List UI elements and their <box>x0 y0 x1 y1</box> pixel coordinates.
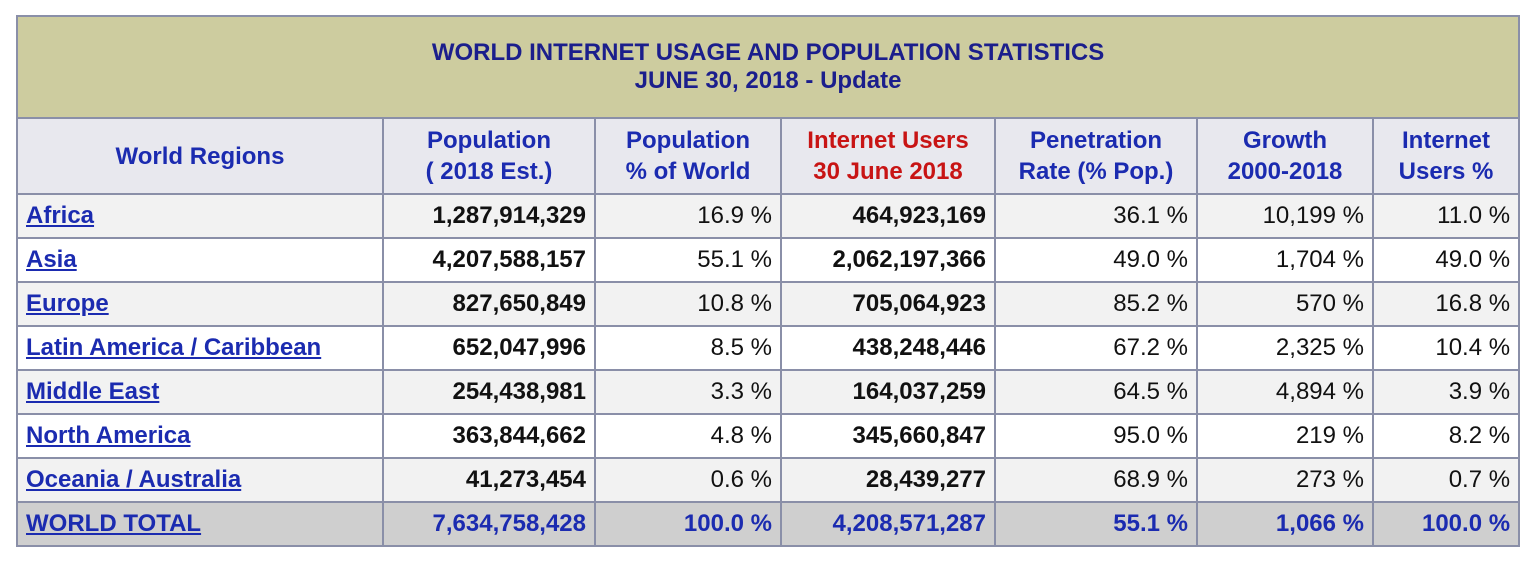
growth-cell: 219 % <box>1196 413 1374 459</box>
internet-stats-table: WORLD INTERNET USAGE AND POPULATION STAT… <box>15 15 1521 547</box>
penetration-cell: 36.1 % <box>994 193 1198 239</box>
pop-pct-cell: 4.8 % <box>594 413 782 459</box>
table-row: Africa 1,287,914,329 16.9 % 464,923,169 36.1… <box>16 193 1521 239</box>
title-line-1: WORLD INTERNET USAGE AND POPULATION STAT… <box>431 39 1105 66</box>
population-cell: 363,844,662 <box>382 413 596 459</box>
region-cell: Latin America / Caribbean <box>16 325 384 371</box>
pop-pct-cell: 3.3 % <box>594 369 782 415</box>
penetration-cell: 95.0 % <box>994 413 1198 459</box>
users-cell: 345,660,847 <box>780 413 996 459</box>
total-pop-pct: 100.0 % <box>594 501 782 547</box>
growth-cell: 1,704 % <box>1196 237 1374 283</box>
growth-cell: 570 % <box>1196 281 1374 327</box>
users-cell: 28,439,277 <box>780 457 996 503</box>
users-pct-cell: 8.2 % <box>1371 413 1521 459</box>
penetration-cell: 85.2 % <box>994 281 1198 327</box>
users-cell: 164,037,259 <box>780 369 996 415</box>
population-cell: 1,287,914,329 <box>382 193 596 239</box>
table-row: North America 363,844,662 4.8 % 345,660,847… <box>16 413 1521 459</box>
title-row: WORLD INTERNET USAGE AND POPULATION STAT… <box>15 15 1521 119</box>
total-growth: 1,066 % <box>1196 501 1374 547</box>
growth-cell: 10,199 % <box>1196 193 1374 239</box>
growth-cell: 4,894 % <box>1196 369 1374 415</box>
table-row: Asia 4,207,588,157 55.1 % 2,062,197,366 49.0… <box>16 237 1521 283</box>
world-total-row: WORLD TOTAL 7,634,758,428 100.0 % 4,208,… <box>16 501 1521 547</box>
region-link[interactable]: North America <box>26 422 191 449</box>
header-growth: Growth 2000-2018 <box>1196 117 1374 195</box>
growth-cell: 273 % <box>1196 457 1374 503</box>
users-cell: 438,248,446 <box>780 325 996 371</box>
world-total-link[interactable]: WORLD TOTAL <box>26 510 202 537</box>
penetration-cell: 68.9 % <box>994 457 1198 503</box>
stats-table-container: WORLD INTERNET USAGE AND POPULATION STAT… <box>15 15 1521 547</box>
pop-pct-cell: 55.1 % <box>594 237 782 283</box>
header-row: World Regions Population( 2018 Est.) Pop… <box>16 117 1521 195</box>
total-population: 7,634,758,428 <box>382 501 596 547</box>
total-users: 4,208,571,287 <box>780 501 996 547</box>
total-region-cell: WORLD TOTAL <box>16 501 384 547</box>
region-cell: Africa <box>16 193 384 239</box>
region-link[interactable]: Africa <box>26 202 95 229</box>
total-penetration: 55.1 % <box>994 501 1198 547</box>
region-cell: Asia <box>16 237 384 283</box>
users-pct-cell: 0.7 % <box>1371 457 1521 503</box>
users-pct-cell: 3.9 % <box>1371 369 1521 415</box>
users-pct-cell: 16.8 % <box>1371 281 1521 327</box>
region-link[interactable]: Latin America / Caribbean <box>26 334 322 361</box>
users-cell: 2,062,197,366 <box>780 237 996 283</box>
region-cell: Europe <box>16 281 384 327</box>
header-population: Population( 2018 Est.) <box>382 117 596 195</box>
users-pct-cell: 11.0 % <box>1371 193 1521 239</box>
users-cell: 464,923,169 <box>780 193 996 239</box>
region-link[interactable]: Middle East <box>26 378 160 405</box>
region-cell: Oceania / Australia <box>16 457 384 503</box>
table-title: WORLD INTERNET USAGE AND POPULATION STAT… <box>15 15 1521 119</box>
table-row: Latin America / Caribbean 652,047,996 8.5 … <box>16 325 1521 371</box>
total-users-pct: 100.0 % <box>1371 501 1521 547</box>
header-users-pct: Internet Users % <box>1371 117 1521 195</box>
title-line-2: JUNE 30, 2018 - Update <box>634 67 902 94</box>
population-cell: 254,438,981 <box>382 369 596 415</box>
region-link[interactable]: Oceania / Australia <box>26 466 242 493</box>
table-row: Europe 827,650,849 10.8 % 705,064,923 85.2 %… <box>16 281 1521 327</box>
pop-pct-cell: 10.8 % <box>594 281 782 327</box>
penetration-cell: 67.2 % <box>994 325 1198 371</box>
penetration-cell: 64.5 % <box>994 369 1198 415</box>
growth-cell: 2,325 % <box>1196 325 1374 371</box>
population-cell: 827,650,849 <box>382 281 596 327</box>
region-link[interactable]: Asia <box>26 246 77 273</box>
pop-pct-cell: 0.6 % <box>594 457 782 503</box>
region-link[interactable]: Europe <box>26 290 109 317</box>
penetration-cell: 49.0 % <box>994 237 1198 283</box>
pop-pct-cell: 16.9 % <box>594 193 782 239</box>
header-world-regions: World Regions <box>16 117 384 195</box>
table-row: Middle East 254,438,981 3.3 % 164,037,259 64… <box>16 369 1521 415</box>
pop-pct-cell: 8.5 % <box>594 325 782 371</box>
population-cell: 652,047,996 <box>382 325 596 371</box>
users-cell: 705,064,923 <box>780 281 996 327</box>
users-pct-cell: 10.4 % <box>1371 325 1521 371</box>
header-penetration: Penetration Rate (% Pop.) <box>994 117 1198 195</box>
users-pct-cell: 49.0 % <box>1371 237 1521 283</box>
region-cell: Middle East <box>16 369 384 415</box>
table-row: Oceania / Australia 41,273,454 0.6 % 28,439… <box>16 457 1521 503</box>
population-cell: 4,207,588,157 <box>382 237 596 283</box>
region-cell: North America <box>16 413 384 459</box>
population-cell: 41,273,454 <box>382 457 596 503</box>
header-population-pct: Population% of World <box>594 117 782 195</box>
header-internet-users: Internet Users 30 June 2018 <box>780 117 996 195</box>
